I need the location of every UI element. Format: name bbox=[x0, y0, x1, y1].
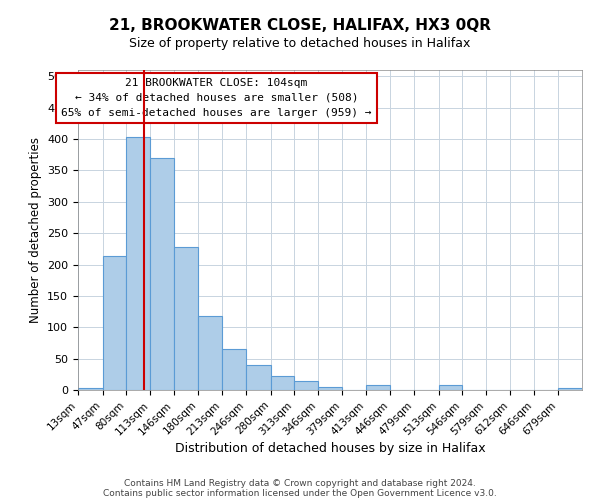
Bar bbox=[318, 387, 342, 390]
Text: Contains public sector information licensed under the Open Government Licence v3: Contains public sector information licen… bbox=[103, 488, 497, 498]
Bar bbox=[78, 388, 103, 390]
Text: Contains HM Land Registry data © Crown copyright and database right 2024.: Contains HM Land Registry data © Crown c… bbox=[124, 478, 476, 488]
Text: Size of property relative to detached houses in Halifax: Size of property relative to detached ho… bbox=[130, 38, 470, 51]
Bar bbox=[150, 158, 174, 390]
Bar bbox=[127, 137, 150, 390]
Bar bbox=[295, 380, 318, 390]
Bar bbox=[246, 365, 271, 390]
Bar bbox=[558, 388, 582, 390]
Bar bbox=[271, 376, 295, 390]
Bar bbox=[222, 349, 246, 390]
Bar bbox=[199, 316, 222, 390]
Y-axis label: Number of detached properties: Number of detached properties bbox=[29, 137, 41, 323]
X-axis label: Distribution of detached houses by size in Halifax: Distribution of detached houses by size … bbox=[175, 442, 485, 455]
Bar bbox=[174, 247, 199, 390]
Text: 21, BROOKWATER CLOSE, HALIFAX, HX3 0QR: 21, BROOKWATER CLOSE, HALIFAX, HX3 0QR bbox=[109, 18, 491, 32]
Text: 21 BROOKWATER CLOSE: 104sqm
← 34% of detached houses are smaller (508)
65% of se: 21 BROOKWATER CLOSE: 104sqm ← 34% of det… bbox=[61, 78, 372, 118]
Bar bbox=[103, 256, 127, 390]
Bar bbox=[367, 385, 390, 390]
Bar bbox=[439, 385, 463, 390]
